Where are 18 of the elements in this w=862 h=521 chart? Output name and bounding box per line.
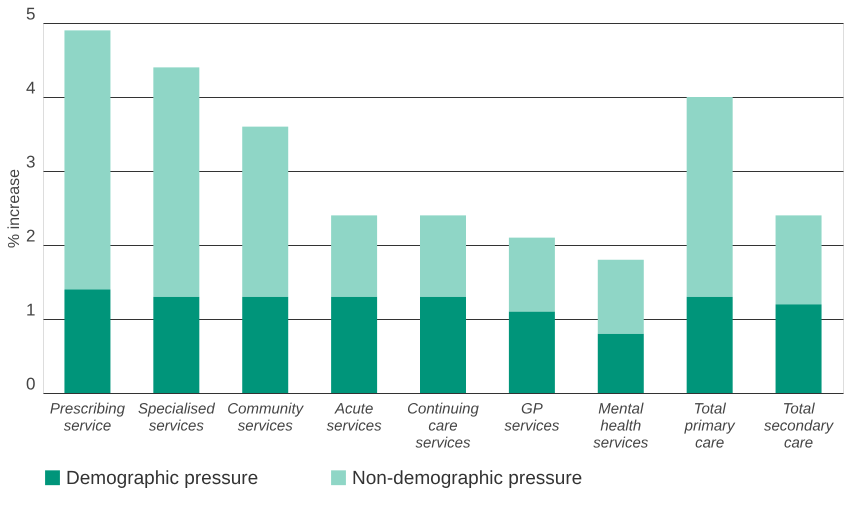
x-tick-label: GP services (504, 400, 560, 434)
y-tick-label: 5 (26, 4, 36, 24)
x-tick-label: Specialised services (138, 400, 216, 434)
x-tick-label: Total secondary care (764, 400, 835, 452)
x-tick-label: Total primary care (684, 400, 736, 452)
y-tick-label: 3 (26, 152, 36, 172)
y-tick-label: 2 (26, 226, 36, 246)
x-tick-label: Community services (227, 400, 305, 434)
legend-label: Non-demographic pressure (352, 468, 582, 489)
legend-label: Demographic pressure (66, 468, 258, 489)
x-tick-label: Acute services (326, 400, 382, 434)
x-tick-label: Prescribing service (50, 400, 126, 434)
y-axis-title: % increase (6, 168, 24, 248)
x-tick-label: Mental health services (593, 400, 649, 452)
x-tick-label: Continuing care services (407, 400, 480, 452)
y-tick-label: 1 (26, 300, 36, 320)
y-tick-label: 0 (26, 374, 36, 394)
y-tick-label: 4 (26, 78, 36, 98)
